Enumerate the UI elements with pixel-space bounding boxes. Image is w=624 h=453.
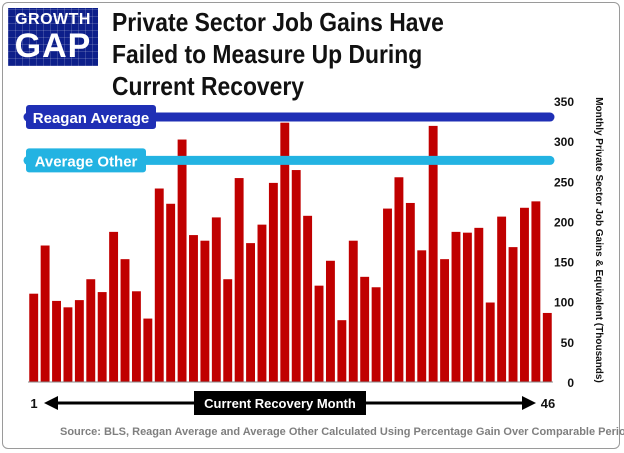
y-tick-label: 350 <box>554 95 574 109</box>
bar <box>325 260 335 382</box>
bar <box>303 215 313 382</box>
bar <box>531 201 541 382</box>
y-tick-label: 50 <box>561 336 575 350</box>
y-tick-label: 300 <box>554 135 574 149</box>
x-axis-arrow-right-head <box>522 396 536 410</box>
bar <box>291 170 301 382</box>
x-start-label: 1 <box>30 396 37 411</box>
bar <box>314 285 324 382</box>
bar <box>86 279 96 382</box>
bar <box>177 139 187 382</box>
reference-label-box-other <box>26 148 146 173</box>
bar <box>246 243 255 382</box>
bar <box>154 188 164 382</box>
bar <box>451 231 461 382</box>
bar <box>120 259 130 382</box>
bar <box>337 320 347 382</box>
reference-label-box-reagan <box>26 105 156 130</box>
bar <box>40 245 50 382</box>
bar <box>474 227 484 382</box>
y-tick-label: 200 <box>554 215 574 229</box>
bar <box>257 224 267 382</box>
y-tick-label: 250 <box>554 175 574 189</box>
bar <box>360 276 370 382</box>
chart-frame <box>2 2 620 449</box>
bar <box>428 125 438 382</box>
bar <box>485 302 495 382</box>
logo-top-text: GROWTH <box>15 11 91 28</box>
bar <box>542 312 552 382</box>
bar <box>166 203 176 382</box>
bar <box>109 231 119 382</box>
bar <box>280 122 290 383</box>
reference-label-reagan: Reagan Average <box>33 110 149 127</box>
bar <box>74 300 84 382</box>
bar <box>234 178 244 382</box>
bar <box>29 293 39 382</box>
bar <box>508 247 518 382</box>
y-tick-label: 100 <box>554 296 574 310</box>
bar <box>462 232 472 382</box>
x-axis-arrow-left-head <box>44 396 58 410</box>
bar <box>63 307 73 382</box>
x-end-label: 46 <box>541 396 555 411</box>
bar <box>131 291 141 382</box>
bar <box>440 259 450 382</box>
logo-bottom-text: GAP <box>14 27 92 65</box>
chart-title: Private Sector Job Gains Have Failed to … <box>112 7 444 101</box>
source-note: Source: BLS, Reagan Average and Average … <box>60 426 624 438</box>
bar <box>348 240 358 382</box>
bar <box>143 318 153 382</box>
bar <box>223 279 233 382</box>
y-axis-title: Monthly Private Sector Job Gains & Equiv… <box>593 97 604 383</box>
reference-label-other: Average Other <box>35 153 138 170</box>
bar <box>268 182 278 382</box>
y-tick-label: 150 <box>554 256 574 270</box>
y-tick-label: 0 <box>567 376 574 390</box>
growth-gap-logo: GROWTH GAP <box>8 8 98 66</box>
bar <box>97 292 107 382</box>
bar <box>371 287 381 382</box>
bar <box>189 235 198 382</box>
x-axis-title-box <box>194 391 366 415</box>
bar <box>211 217 221 382</box>
bar <box>520 207 529 382</box>
bar <box>405 202 415 382</box>
bar <box>497 216 507 382</box>
bar <box>417 250 427 382</box>
bar <box>52 300 61 382</box>
bar <box>200 240 210 382</box>
bar <box>394 177 404 382</box>
bar <box>383 208 392 382</box>
x-axis-title: Current Recovery Month <box>204 396 356 411</box>
